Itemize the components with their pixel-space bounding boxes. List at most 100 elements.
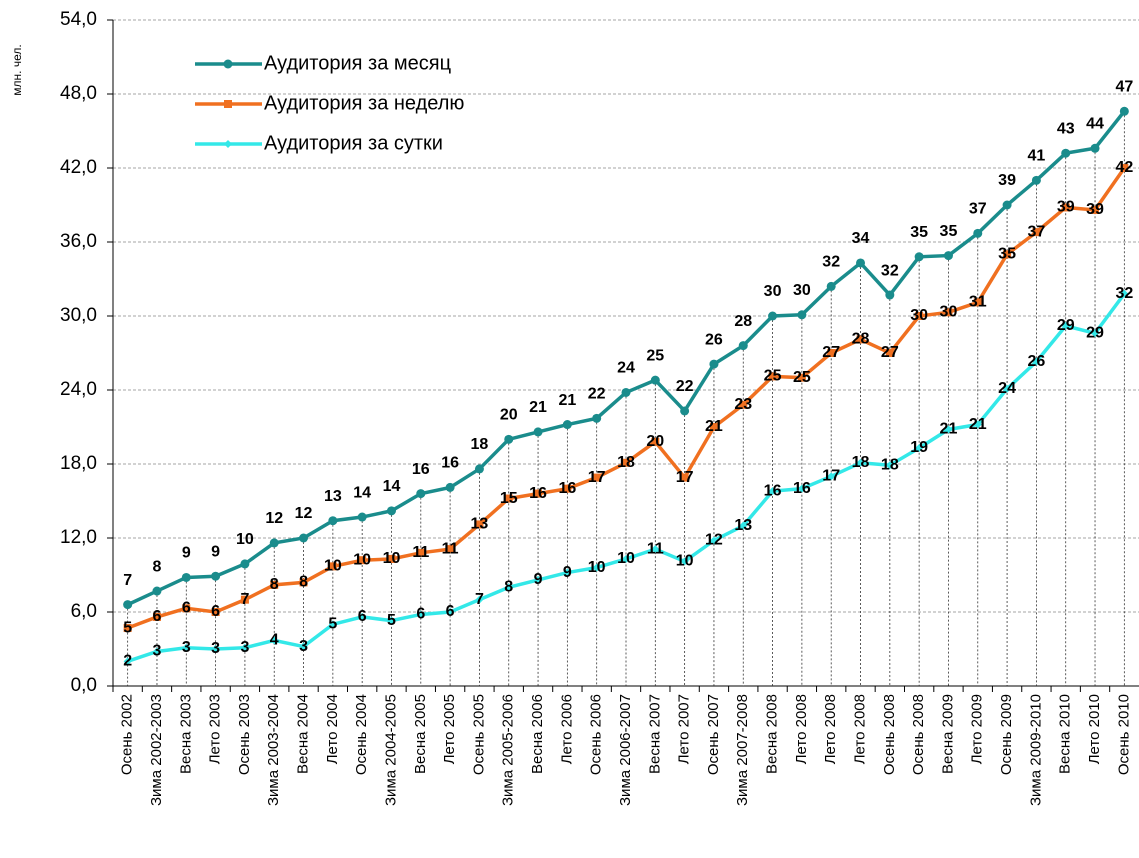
- x-tick-label: Осень 2006: [588, 694, 605, 775]
- data-label: 41: [1028, 148, 1046, 165]
- data-point: [1032, 228, 1041, 237]
- data-point: [357, 512, 367, 522]
- x-tick-label: Лето 2008: [793, 694, 810, 764]
- data-point: [1032, 357, 1041, 366]
- x-tick-label: Весна 2004: [295, 694, 312, 774]
- data-point: [915, 312, 924, 320]
- x-tick-label: Осень 2009: [998, 694, 1015, 775]
- y-tick-label: 12,0: [60, 527, 97, 548]
- data-label: 30: [940, 304, 958, 321]
- data-label: 18: [617, 454, 635, 471]
- data-label: 26: [705, 331, 723, 348]
- data-point: [680, 406, 690, 416]
- x-tick-label: Весна 2009: [939, 694, 956, 774]
- data-label: 17: [822, 468, 840, 485]
- x-tick-label: Лето 2007: [676, 694, 693, 764]
- data-label: 47: [1115, 78, 1133, 95]
- data-point: [622, 458, 630, 467]
- data-label: 8: [299, 574, 308, 591]
- data-point: [885, 461, 894, 470]
- data-point: [651, 437, 660, 446]
- data-label: 24: [998, 380, 1016, 397]
- data-point: [592, 563, 601, 572]
- data-label: 5: [328, 616, 337, 633]
- data-point: [885, 349, 894, 357]
- data-point: [680, 557, 689, 566]
- x-tick-label: Лето 2008: [822, 694, 839, 764]
- data-label: 7: [475, 591, 484, 608]
- data-point: [269, 538, 279, 548]
- data-label: 10: [588, 559, 606, 576]
- data-point: [563, 568, 572, 577]
- data-label: 30: [910, 307, 928, 324]
- data-label: 8: [504, 579, 513, 596]
- legend-marker: [224, 100, 232, 108]
- y-tick-label: 18,0: [60, 453, 97, 474]
- x-tick-label: Лето 2005: [441, 694, 458, 764]
- x-tick-label: Осень 2002: [119, 694, 136, 775]
- x-tick-label: Весна 2005: [412, 694, 429, 774]
- data-label: 3: [299, 638, 308, 655]
- y-tick-label: 24,0: [60, 379, 97, 400]
- data-point: [1091, 205, 1100, 214]
- data-point: [240, 559, 250, 569]
- data-point: [299, 578, 308, 587]
- data-point: [826, 281, 836, 291]
- data-point: [739, 400, 748, 409]
- data-point: [386, 506, 396, 516]
- data-label: 10: [236, 531, 254, 548]
- data-point: [534, 489, 543, 498]
- data-point: [827, 349, 836, 357]
- x-tick-label: Зима 2005-2006: [500, 694, 517, 806]
- data-label: 9: [182, 545, 191, 562]
- data-point: [1119, 106, 1129, 116]
- data-label: 3: [240, 639, 249, 656]
- x-tick-label: Лето 2006: [558, 694, 575, 764]
- data-label: 9: [534, 571, 543, 588]
- data-label: 17: [676, 469, 694, 486]
- data-label: 39: [998, 172, 1016, 189]
- data-label: 21: [529, 399, 547, 416]
- data-label: 18: [881, 456, 899, 473]
- data-point: [856, 458, 865, 467]
- data-label: 6: [211, 603, 220, 620]
- y-tick-label: 6,0: [71, 601, 97, 622]
- data-label: 22: [676, 378, 694, 395]
- x-tick-label: Осень 2007: [705, 694, 722, 775]
- data-label: 32: [1115, 285, 1133, 302]
- data-point: [123, 600, 133, 610]
- data-point: [211, 608, 220, 616]
- data-label: 21: [969, 416, 987, 433]
- data-point: [827, 472, 836, 481]
- data-label: 18: [852, 454, 870, 471]
- x-tick-label: Зима 2006-2007: [617, 694, 634, 806]
- data-label: 35: [998, 246, 1016, 263]
- data-point: [592, 413, 602, 423]
- data-label: 25: [764, 368, 782, 385]
- data-label: 15: [500, 490, 518, 507]
- data-label: 24: [617, 360, 635, 377]
- data-label: 11: [647, 540, 664, 557]
- data-point: [328, 620, 337, 629]
- x-tick-label: Весна 2010: [1057, 694, 1074, 774]
- x-tick-label: Весна 2006: [529, 694, 546, 774]
- data-point: [650, 375, 660, 385]
- data-point: [446, 545, 455, 554]
- data-label: 16: [412, 461, 430, 478]
- data-point: [152, 612, 161, 621]
- data-point: [445, 482, 455, 492]
- data-point: [299, 533, 309, 543]
- data-point: [475, 520, 484, 529]
- legend-label: Аудитория за месяц: [264, 52, 451, 74]
- data-label: 30: [764, 283, 782, 300]
- data-point: [416, 489, 426, 499]
- data-label: 44: [1086, 115, 1104, 132]
- data-label: 37: [1028, 223, 1046, 240]
- data-label: 30: [793, 282, 811, 299]
- x-tick-label: Осень 2003: [236, 694, 253, 775]
- data-point: [768, 372, 777, 381]
- data-point: [504, 434, 514, 444]
- data-point: [299, 642, 308, 651]
- data-label: 4: [270, 632, 279, 649]
- data-point: [1120, 164, 1129, 172]
